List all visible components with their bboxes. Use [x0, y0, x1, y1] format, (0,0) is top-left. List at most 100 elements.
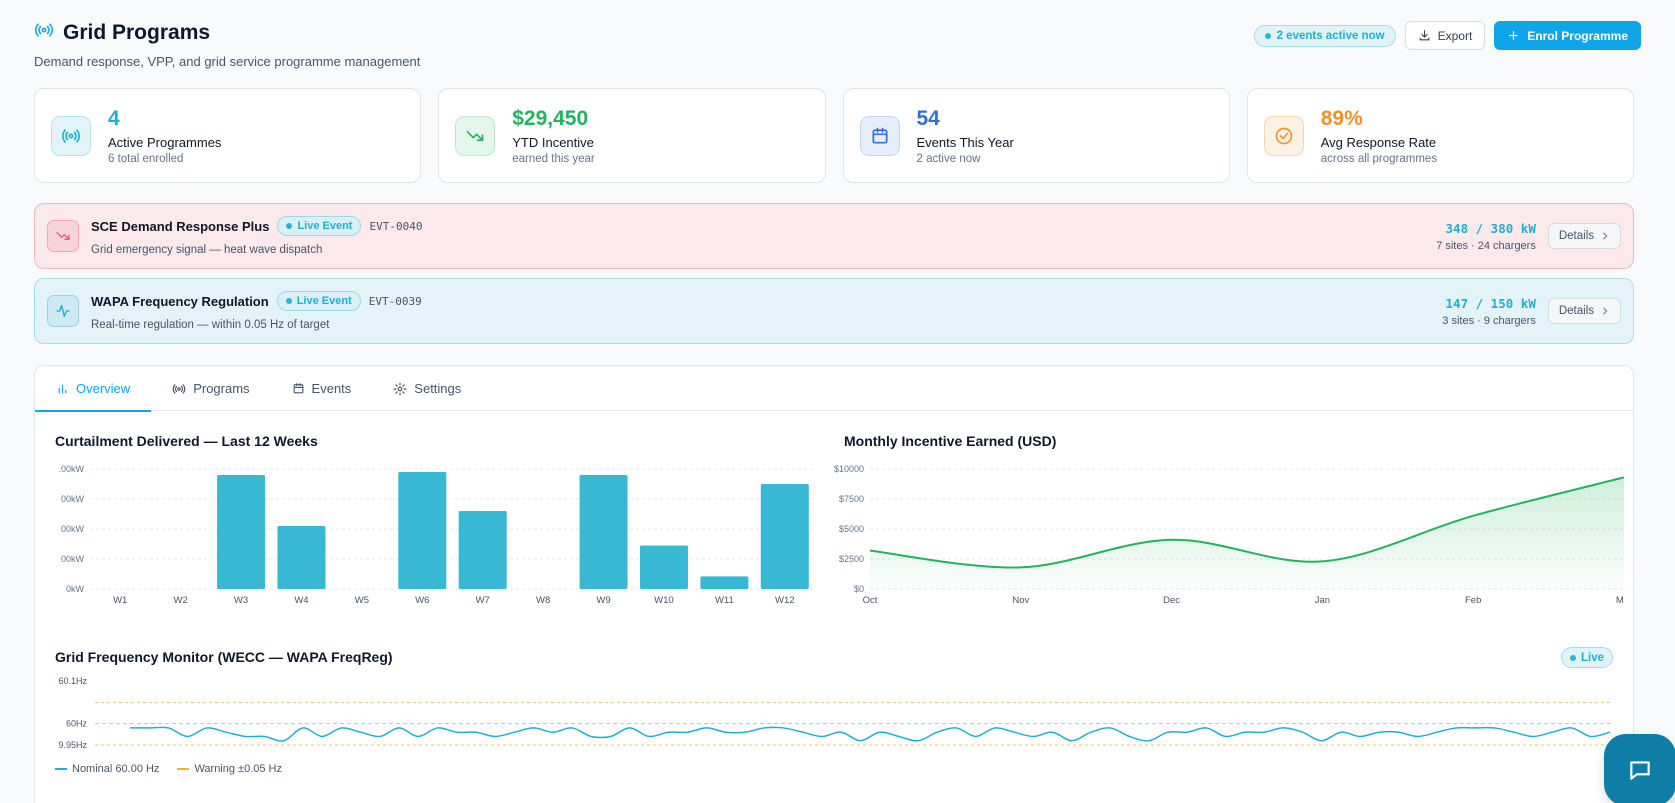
event-description: Real-time regulation — within 0.05 Hz of…	[91, 319, 330, 331]
chat-icon	[1630, 761, 1650, 780]
y-tick-label: $10000	[834, 464, 864, 474]
y-tick-label: 60Hz	[66, 719, 88, 729]
bar	[760, 484, 809, 589]
event-id: EVT-0040	[369, 219, 423, 233]
tab-bar: Overview Programs Events Settings	[35, 366, 1633, 412]
live-event-badge: Live Event	[276, 291, 361, 311]
y-tick-label: 00kW	[61, 554, 85, 564]
bar	[579, 475, 628, 589]
kpi-avg-response-rate: 89% Avg Response Rate across all program…	[1246, 88, 1634, 183]
x-tick-label: Nov	[1012, 595, 1029, 606]
y-tick-label: 9.95Hz	[58, 740, 87, 750]
export-button[interactable]: Export	[1404, 21, 1486, 50]
y-tick-label: $2500	[839, 554, 864, 564]
x-tick-label: Oct	[863, 595, 878, 606]
broadcast-icon	[172, 383, 186, 394]
curtailment-chart-title: Curtailment Delivered — Last 12 Weeks	[55, 433, 318, 449]
event-id: EVT-0039	[368, 294, 422, 308]
bar-chart-icon	[58, 384, 67, 394]
x-tick-label: Mar	[1616, 595, 1624, 606]
trending-down-icon	[47, 220, 79, 252]
y-tick-label: 0kW	[66, 584, 85, 594]
series-line	[869, 476, 1624, 569]
calendar-icon	[293, 383, 303, 394]
y-tick-label: 60.1Hz	[58, 676, 87, 686]
chat-button[interactable]	[1604, 734, 1675, 803]
x-tick-label: W7	[476, 595, 490, 606]
y-tick-label: 00kW	[61, 494, 85, 504]
frequency-legend: Nominal 60.00 Hz Warning ±0.05 Hz	[55, 763, 282, 775]
active-events-pill: 2 events active now	[1253, 24, 1396, 47]
frequency-chart-title: Grid Frequency Monitor (WECC — WAPA Freq…	[55, 649, 393, 665]
bar	[458, 511, 507, 589]
kpi-label: Events This Year	[916, 134, 1014, 150]
kpi-value: $29,450	[512, 106, 589, 130]
bar	[217, 475, 266, 589]
download-icon	[1419, 30, 1429, 41]
event-sites: 7 sites · 24 chargers	[1436, 239, 1536, 252]
kpi-events-this-year: 54 Events This Year 2 active now	[842, 88, 1230, 183]
live-event-sce: SCE Demand Response Plus Live Event EVT-…	[34, 203, 1634, 269]
page-subtitle: Demand response, VPP, and grid service p…	[34, 54, 421, 69]
kpi-sub: across all programmes	[1320, 152, 1438, 165]
tab-settings[interactable]: Settings	[372, 366, 482, 411]
event-details-button[interactable]: Details	[1547, 298, 1621, 324]
legend-warning: Warning ±0.05 Hz	[177, 763, 282, 775]
tab-programs[interactable]: Programs	[151, 366, 270, 411]
activity-icon	[47, 295, 79, 327]
plus-icon	[1509, 31, 1519, 40]
frequency-series-line	[130, 726, 1611, 742]
x-tick-label: Feb	[1465, 595, 1481, 606]
chevron-right-icon	[1603, 232, 1608, 240]
broadcast-icon	[51, 115, 91, 156]
y-tick-label: $5000	[839, 524, 864, 534]
x-tick-label: Dec	[1163, 595, 1180, 606]
x-tick-label: Jan	[1315, 595, 1330, 606]
enrol-programme-button[interactable]: Enrol Programme	[1494, 21, 1641, 50]
gear-icon	[393, 382, 407, 395]
x-tick-label: W11	[715, 595, 734, 606]
x-tick-label: W10	[654, 595, 674, 606]
incentive-chart-title: Monthly Incentive Earned (USD)	[844, 433, 1057, 449]
y-tick-label: $7500	[839, 494, 864, 504]
broadcast-icon	[34, 20, 54, 45]
bar	[398, 472, 447, 589]
y-tick-label: .00kW	[58, 464, 84, 474]
bar	[639, 545, 688, 589]
curtailment-bar-chart: .00kW 00kW 00kW 00kW 0kW W1 W2 W3 W4 W5 W6 W7 W8 W9 W1…	[58, 464, 815, 606]
kpi-value: 4	[108, 106, 120, 130]
event-name: WAPA Frequency Regulation	[91, 293, 269, 309]
x-tick-label: W8	[536, 595, 550, 606]
frequency-live-pill: Live	[1560, 647, 1613, 668]
kpi-label: Active Programmes	[108, 134, 222, 150]
kpi-label: Avg Response Rate	[1320, 134, 1437, 150]
event-kw: 147 / 150 kW	[1445, 295, 1536, 311]
trending-down-icon	[455, 115, 496, 156]
event-kw: 348 / 380 kW	[1445, 220, 1536, 236]
tab-events[interactable]: Events	[271, 366, 373, 411]
incentive-area-chart: $0 $2500 $5000 $7500 $10000 Oct Nov Dec Jan Feb Ma…	[834, 464, 1624, 606]
x-tick-label: W1	[113, 595, 127, 606]
area-fill	[870, 477, 1624, 589]
page-title: Grid Programs	[63, 20, 211, 44]
kpi-value: 54	[916, 106, 940, 130]
x-tick-label: W6	[415, 595, 429, 606]
live-event-badge: Live Event	[277, 216, 362, 236]
frequency-line-chart: 60.1Hz 60Hz 9.95Hz	[58, 676, 1611, 750]
event-details-button[interactable]: Details	[1547, 223, 1621, 249]
y-tick-label: 00kW	[61, 524, 85, 534]
tab-overview[interactable]: Overview	[35, 366, 152, 412]
chevron-right-icon	[1603, 307, 1608, 315]
event-name: SCE Demand Response Plus	[91, 218, 270, 234]
kpi-sub: 6 total enrolled	[108, 152, 184, 165]
x-tick-label: W9	[596, 595, 610, 606]
main-panel: Overview Programs Events Settings Curtai…	[34, 365, 1634, 803]
calendar-icon	[859, 115, 900, 156]
kpi-ytd-incentive: $29,450 YTD Incentive earned this year	[438, 88, 826, 183]
live-dot-icon	[1264, 32, 1271, 39]
page-header: Grid Programs Demand response, VPP, and …	[34, 20, 1641, 70]
kpi-cards: 4 Active Programmes 6 total enrolled $29…	[34, 88, 1634, 183]
live-event-wapa: WAPA Frequency Regulation Live Event EVT…	[34, 278, 1634, 344]
bar	[700, 576, 749, 589]
legend-nominal: Nominal 60.00 Hz	[55, 763, 159, 775]
